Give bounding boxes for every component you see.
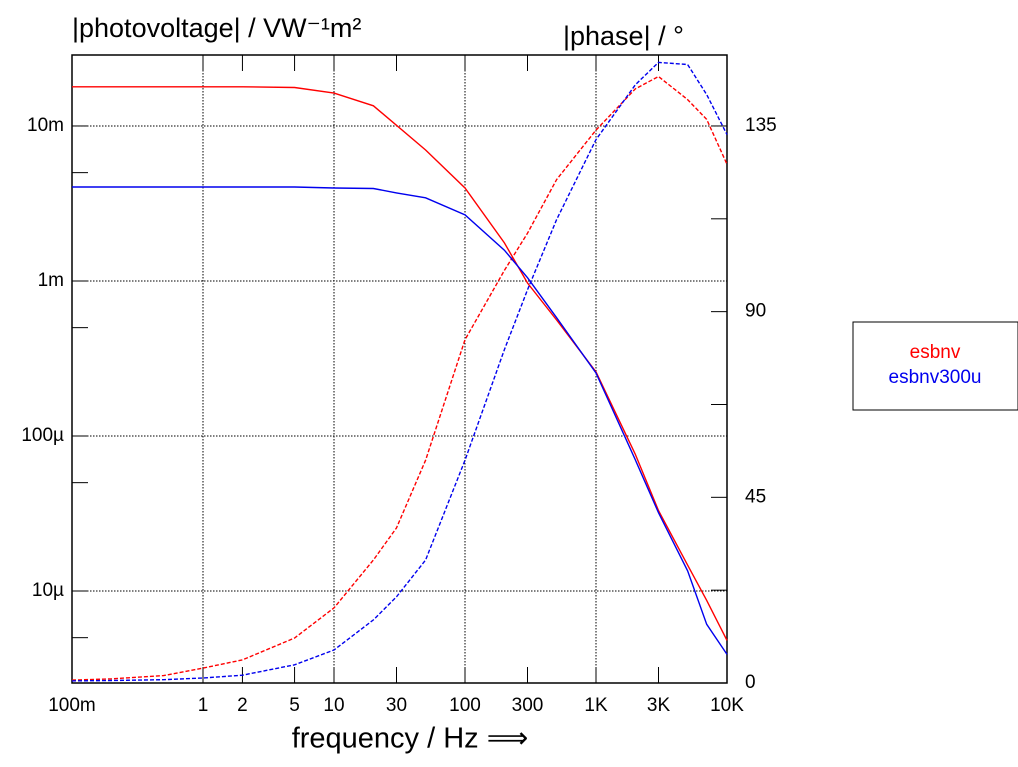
x-tick-label: 10K bbox=[710, 695, 744, 716]
y2-tick-label: 0 bbox=[745, 672, 756, 693]
x-axis-label: frequency / Hz ⟹ bbox=[292, 723, 529, 755]
amplitude-line bbox=[72, 186, 728, 655]
y2-axis-label: |phase| / ° bbox=[563, 21, 684, 51]
plot-frame bbox=[71, 54, 728, 684]
x-tick-label: 2 bbox=[237, 695, 248, 716]
y-tick-label: 100µ bbox=[21, 425, 64, 446]
y-axis-label: |photovoltage| / VW⁻¹m² bbox=[72, 13, 361, 43]
y2-tick-label: 45 bbox=[745, 486, 766, 507]
y2-tick-label: 135 bbox=[745, 115, 777, 136]
x-tick-label: 100 bbox=[449, 695, 481, 716]
legend-entry: esbnv bbox=[910, 342, 961, 363]
phase-line bbox=[71, 61, 728, 682]
x-tick-label: 30 bbox=[386, 695, 407, 716]
x-tick-label: 10 bbox=[323, 695, 344, 716]
x-tick-label: 5 bbox=[289, 695, 300, 716]
y-tick-label: 1m bbox=[38, 270, 64, 291]
y-tick-label: 10m bbox=[27, 115, 64, 136]
x-tick-label: 1K bbox=[584, 695, 608, 716]
x-tick-label: 1 bbox=[198, 695, 209, 716]
x-tick-label: 3K bbox=[647, 695, 671, 716]
x-tick-label: 300 bbox=[512, 695, 544, 716]
legend-entry: esbnv300u bbox=[889, 367, 982, 388]
phase-line bbox=[71, 75, 728, 681]
y2-tick-label: 90 bbox=[745, 301, 766, 322]
y-tick-label: 10µ bbox=[32, 580, 64, 601]
legend-box bbox=[852, 321, 1018, 411]
x-tick-label: 100m bbox=[48, 695, 96, 716]
amplitude-line bbox=[72, 86, 728, 641]
